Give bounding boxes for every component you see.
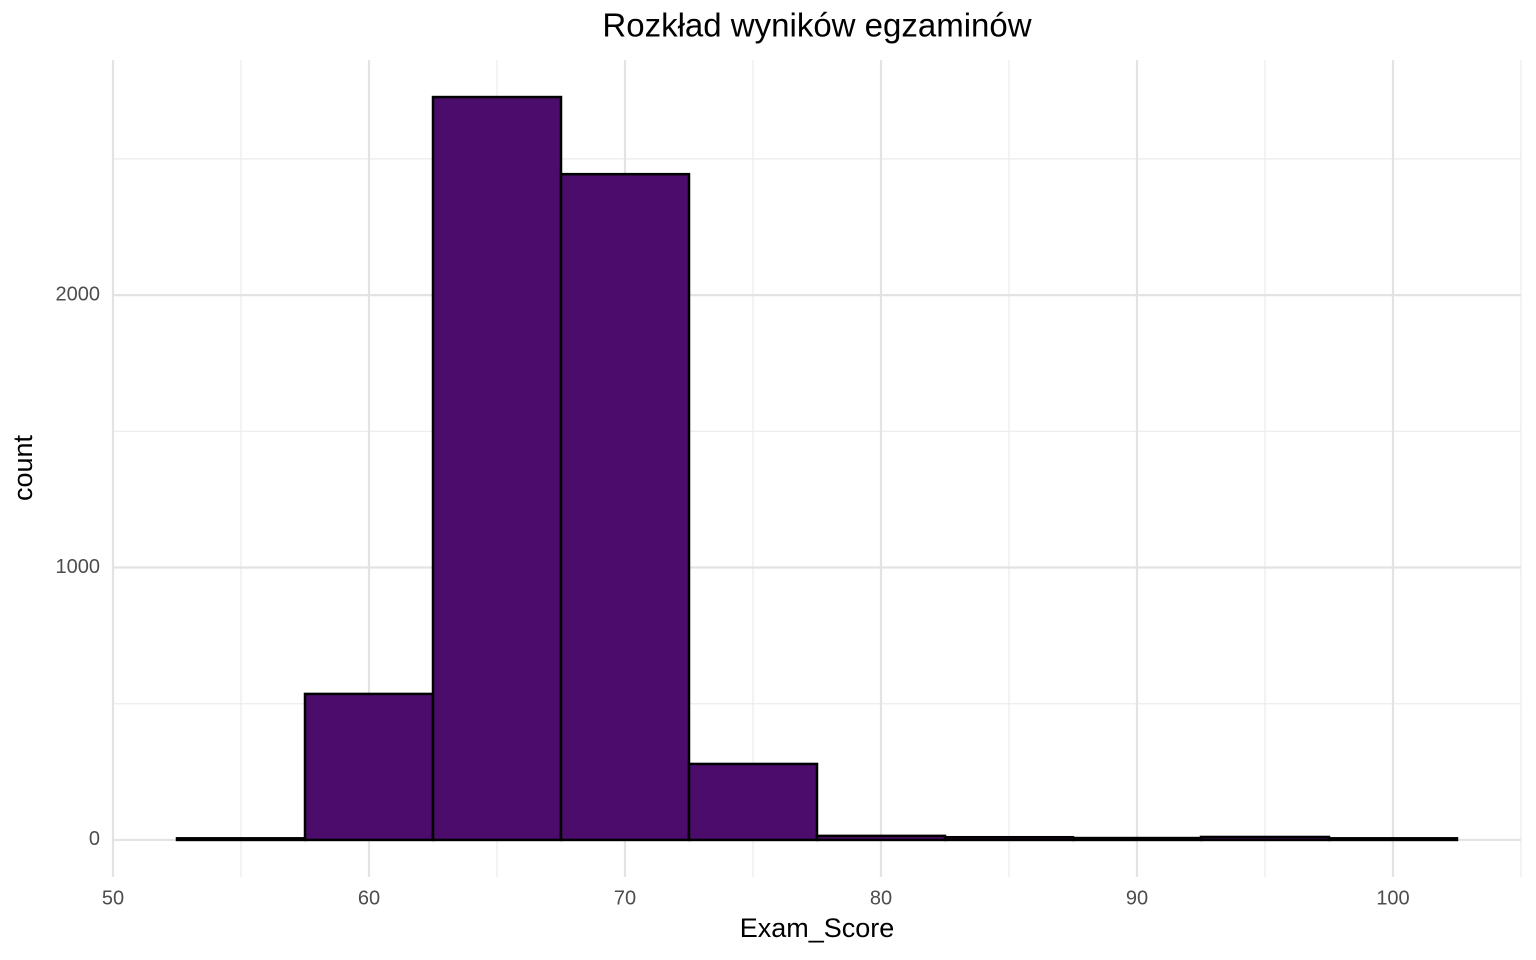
bar bbox=[815, 834, 947, 842]
x-tick-label: 100 bbox=[1376, 887, 1409, 909]
bar bbox=[687, 762, 819, 842]
bar bbox=[431, 95, 563, 842]
bar bbox=[1071, 836, 1203, 842]
x-axis-label: Exam_Score bbox=[740, 913, 895, 943]
y-tick-label: 2000 bbox=[56, 283, 101, 305]
x-tick-label: 50 bbox=[102, 887, 124, 909]
x-tick-label: 90 bbox=[1126, 887, 1148, 909]
bar bbox=[303, 692, 435, 842]
bar bbox=[175, 837, 307, 842]
chart-title: Rozkład wyników egzaminów bbox=[602, 7, 1031, 44]
y-axis-label: count bbox=[8, 434, 38, 501]
bar bbox=[559, 172, 691, 842]
bar bbox=[1199, 835, 1331, 842]
x-tick-label: 80 bbox=[870, 887, 892, 909]
bar bbox=[1327, 837, 1459, 842]
y-tick-label: 1000 bbox=[56, 556, 101, 578]
x-tick-label: 70 bbox=[614, 887, 636, 909]
y-tick-label: 0 bbox=[89, 828, 100, 850]
bar bbox=[943, 835, 1075, 842]
x-tick-label: 60 bbox=[358, 887, 380, 909]
